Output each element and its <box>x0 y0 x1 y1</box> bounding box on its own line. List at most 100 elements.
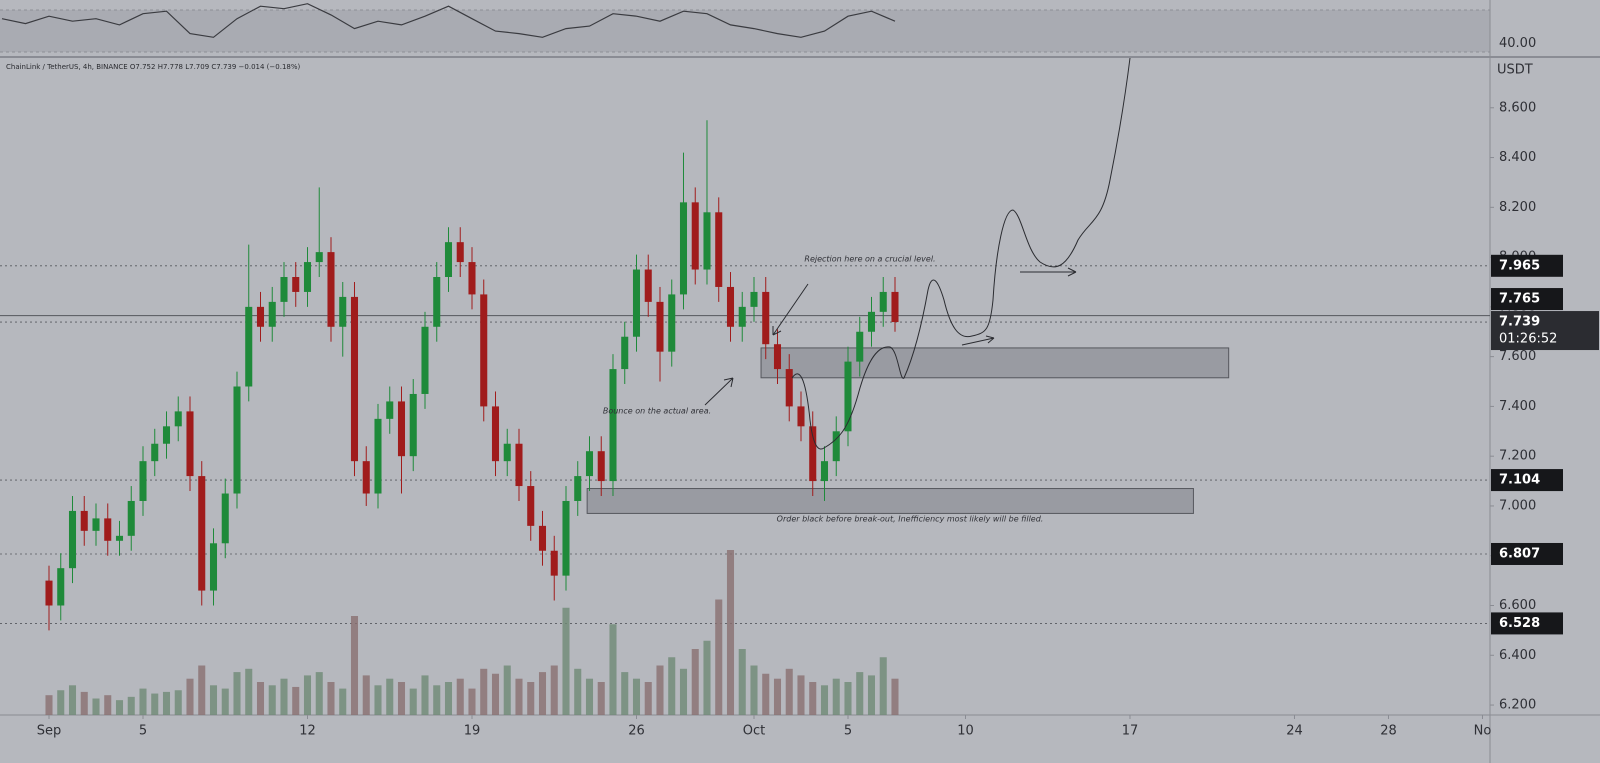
y-tick-label: 7.000 <box>1499 498 1536 513</box>
currency-label: USDT <box>1497 63 1533 78</box>
candle-body <box>92 518 100 531</box>
volume-bar <box>292 686 300 715</box>
volume-bar <box>715 599 723 715</box>
rsi-line <box>1 3 896 38</box>
volume-bar <box>726 550 735 715</box>
volume-bar <box>750 665 758 715</box>
volume-bar <box>45 695 53 715</box>
x-tick-label: 28 <box>1380 724 1397 739</box>
volume-bar <box>68 685 77 715</box>
y-tick-label: 6.600 <box>1499 598 1536 613</box>
candle-body <box>209 543 218 591</box>
volume-bar <box>585 678 594 715</box>
candle-body <box>80 510 88 531</box>
candle-body <box>867 311 876 332</box>
candle-body <box>844 361 852 432</box>
level-price-box <box>1491 254 1563 277</box>
volume-bar <box>480 668 488 715</box>
volume-bar <box>139 688 147 715</box>
volume-bar <box>174 690 182 715</box>
x-tick-label: No <box>1474 724 1492 739</box>
volume-bar <box>433 685 441 715</box>
x-tick-label: 24 <box>1286 724 1303 739</box>
level-price-label: 7.765 <box>1499 292 1540 307</box>
candle-body <box>456 242 464 263</box>
rsi-pane <box>0 9 1490 53</box>
volume-bar <box>315 672 323 715</box>
arrow <box>1020 267 1077 277</box>
level-price-label: 6.807 <box>1499 546 1540 561</box>
candle-body <box>773 344 782 370</box>
x-tick-label: Oct <box>743 724 765 739</box>
volume-bar <box>832 678 840 715</box>
symbol-header: ChainLink / TetherUS, 4h, BINANCE O7.752… <box>6 63 301 71</box>
volume-bar <box>374 685 382 715</box>
volume-bar <box>280 678 288 715</box>
volume-bar <box>503 665 511 715</box>
x-tick-label: 19 <box>464 724 481 739</box>
volume-bar <box>115 700 124 715</box>
volume-bar <box>92 698 100 715</box>
candle-body <box>891 291 899 323</box>
arrow <box>961 335 995 346</box>
volume-bar <box>668 657 676 715</box>
candle-body <box>339 296 347 327</box>
volume-bar <box>527 682 535 715</box>
volume-bar <box>574 668 582 715</box>
candle-body <box>268 301 276 327</box>
volume-bar <box>444 682 453 715</box>
candle-body <box>480 294 488 407</box>
candle-body <box>797 406 805 427</box>
candle-body <box>115 535 124 541</box>
candle-body <box>292 277 300 292</box>
volume-bar <box>809 682 817 715</box>
candle-body <box>186 411 194 477</box>
volume-bar <box>844 682 852 715</box>
layer-data <box>1 3 899 715</box>
volume-bar <box>127 696 135 715</box>
candle-body <box>515 443 523 487</box>
level-price-label: 6.528 <box>1499 616 1540 631</box>
candle-body <box>609 369 617 482</box>
volume-bar <box>256 682 265 715</box>
zone <box>586 488 1194 514</box>
volume-bar <box>268 685 276 715</box>
annotation: Rejection here on a crucial level. <box>804 255 935 264</box>
x-tick-label: 5 <box>139 724 147 739</box>
candle-body <box>632 269 641 337</box>
candle-body <box>45 580 53 606</box>
candle-body <box>597 451 605 482</box>
annotation: Bounce on the actual area. <box>603 407 711 416</box>
volume-bar <box>515 678 523 715</box>
volume-bar <box>538 672 547 715</box>
volume-bar <box>362 675 370 715</box>
candle-body <box>621 336 629 370</box>
volume-bar <box>456 678 464 715</box>
level-price-label: 7.965 <box>1499 258 1540 273</box>
candle-body <box>585 451 594 477</box>
volume-bar <box>327 682 335 715</box>
volume-bar <box>597 682 605 715</box>
candle-body <box>785 369 793 407</box>
candle-body <box>233 386 241 494</box>
candle-body <box>809 426 817 482</box>
volume-bar <box>198 665 206 715</box>
volume-bar <box>151 693 159 715</box>
volume-bar <box>632 678 641 715</box>
volume-bar <box>773 678 782 715</box>
candle-body <box>280 277 288 302</box>
volume-bar <box>162 691 171 715</box>
level-price-label: 7.104 <box>1499 473 1540 488</box>
volume-bar <box>891 678 899 715</box>
candle-body <box>468 262 476 295</box>
volume-bar <box>468 688 476 715</box>
countdown-label: 01:26:52 <box>1499 332 1557 347</box>
candle-body <box>221 493 229 544</box>
candle-body <box>397 401 406 457</box>
candle-body <box>57 568 65 606</box>
candle-body <box>245 306 253 387</box>
candle-body <box>668 294 676 352</box>
candle-body <box>550 550 558 576</box>
y-tick-label: 6.200 <box>1499 698 1536 713</box>
